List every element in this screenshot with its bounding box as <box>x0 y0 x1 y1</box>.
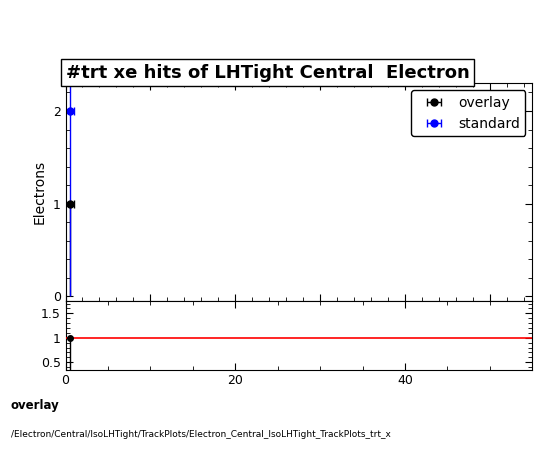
Legend: overlay, standard: overlay, standard <box>411 90 525 136</box>
Text: /Electron/Central/IsoLHTight/TrackPlots/Electron_Central_IsoLHTight_TrackPlots_t: /Electron/Central/IsoLHTight/TrackPlots/… <box>11 430 391 438</box>
Text: overlay: overlay <box>11 399 60 412</box>
Y-axis label: Electrons: Electrons <box>33 160 47 224</box>
Text: #trt xe hits of LHTight Central  Electron: #trt xe hits of LHTight Central Electron <box>66 64 469 82</box>
